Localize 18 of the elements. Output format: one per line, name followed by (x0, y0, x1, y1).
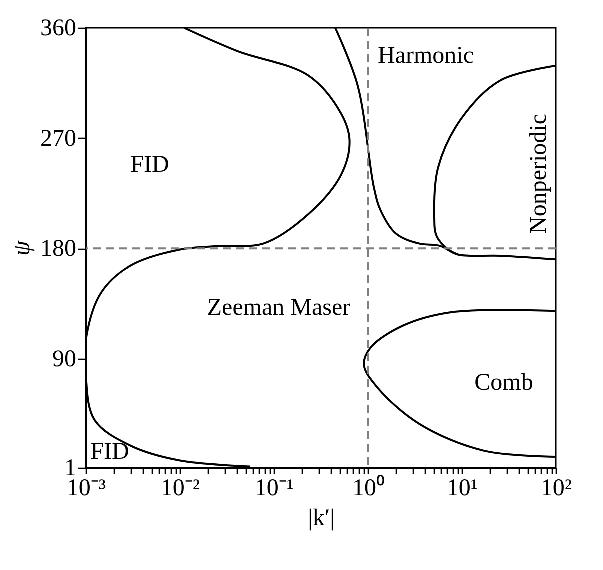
x-tick-label: 10² (540, 476, 572, 502)
x-tick-label: 10⁻² (160, 476, 200, 502)
y-tick-label: 180 (40, 236, 76, 262)
x-axis-title: |k′| (308, 506, 335, 532)
y-axis-title: ψ (10, 240, 36, 256)
annotation: Comb (474, 370, 534, 396)
annotation: Zeeman Maser (207, 295, 351, 321)
annotation: Nonperiodic (526, 114, 552, 234)
annotation: FID (90, 439, 130, 465)
annotation: Harmonic (378, 43, 474, 69)
y-tick-label: 270 (40, 126, 76, 152)
y-tick-label: 90 (52, 346, 76, 372)
x-tick-label: 10¹ (446, 476, 478, 502)
x-tick-label: 10⁻¹ (254, 476, 294, 502)
x-tick-label: 10⁰ (352, 474, 384, 502)
annotation: FID (130, 152, 170, 178)
y-tick-label: 360 (40, 16, 76, 42)
x-tick-label: 10⁻³ (66, 476, 106, 502)
